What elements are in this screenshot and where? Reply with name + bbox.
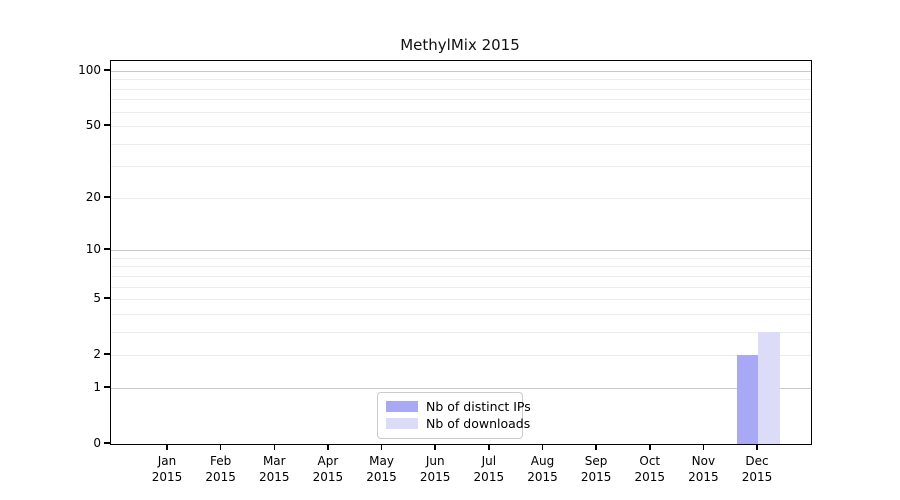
minor-gridline xyxy=(111,111,811,113)
minor-gridline xyxy=(111,313,811,315)
x-axis-tick-label: Jul 2015 xyxy=(473,454,505,484)
legend: Nb of distinct IPs Nb of downloads xyxy=(377,392,531,439)
major-gridline xyxy=(111,250,811,252)
x-axis-tick xyxy=(756,444,758,450)
minor-gridline xyxy=(111,286,811,288)
y-axis-tick-label: 20 xyxy=(85,189,101,204)
legend-label: Nb of distinct IPs xyxy=(426,399,531,414)
y-axis-tick xyxy=(104,353,110,355)
y-axis-tick xyxy=(104,297,110,299)
x-axis-tick xyxy=(702,444,705,450)
minor-gridline xyxy=(111,166,811,168)
major-gridline xyxy=(111,70,811,72)
x-axis-tick-label: May 2015 xyxy=(366,454,397,484)
legend-swatch-distinct-ips xyxy=(386,401,418,412)
legend-item-downloads: Nb of downloads xyxy=(386,415,530,432)
x-axis-tick-label: Jun 2015 xyxy=(419,454,451,484)
minor-gridline xyxy=(111,88,811,90)
x-axis-tick-label: Oct 2015 xyxy=(634,454,666,484)
minor-gridline xyxy=(111,299,811,301)
y-axis-tick xyxy=(104,124,110,126)
minor-gridline xyxy=(111,143,811,145)
y-axis-tick xyxy=(104,442,110,444)
x-axis-tick-label: Sep 2015 xyxy=(580,454,612,484)
minor-gridline xyxy=(111,79,811,81)
x-axis-tick xyxy=(219,444,222,450)
minor-gridline xyxy=(111,197,811,199)
x-axis-tick xyxy=(166,444,168,450)
y-axis-tick-label: 2 xyxy=(93,347,101,362)
minor-gridline xyxy=(111,126,811,128)
x-axis-tick xyxy=(380,444,383,450)
minor-gridline xyxy=(111,331,811,333)
y-axis-tick xyxy=(104,69,110,71)
x-axis-tick xyxy=(273,444,276,450)
y-axis-tick-label: 100 xyxy=(78,62,101,77)
plot-area xyxy=(110,60,812,445)
x-axis-tick xyxy=(434,444,436,450)
y-axis-tick-label: 10 xyxy=(85,242,101,257)
x-axis-tick-label: Dec 2015 xyxy=(741,454,773,484)
minor-gridline xyxy=(111,355,811,357)
legend-label: Nb of downloads xyxy=(426,416,531,431)
x-axis-tick-label: Aug 2015 xyxy=(527,454,558,484)
x-axis-tick-label: Mar 2015 xyxy=(258,454,290,484)
y-axis-tick-label: 50 xyxy=(85,118,101,133)
x-axis-tick-label: Jan 2015 xyxy=(151,454,183,484)
y-axis-tick xyxy=(104,386,110,388)
y-axis-tick-label: 5 xyxy=(93,291,101,306)
x-axis-tick-label: Nov 2015 xyxy=(688,454,719,484)
y-axis-tick xyxy=(104,248,110,250)
chart-title: MethylMix 2015 xyxy=(400,36,520,54)
x-axis-tick xyxy=(541,444,544,450)
y-axis-tick xyxy=(104,196,110,198)
y-axis-tick-label: 1 xyxy=(93,379,101,394)
x-axis-tick xyxy=(327,444,329,450)
legend-swatch-downloads xyxy=(386,418,418,429)
minor-gridline xyxy=(111,275,811,277)
x-axis-tick xyxy=(649,444,651,450)
bar-downloads xyxy=(758,331,780,444)
legend-item-distinct-ips: Nb of distinct IPs xyxy=(386,398,531,415)
x-axis-tick xyxy=(488,444,490,450)
minor-gridline xyxy=(111,266,811,268)
minor-gridline xyxy=(111,257,811,259)
x-axis-tick xyxy=(595,444,597,450)
y-axis-tick-label: 0 xyxy=(93,436,101,450)
x-axis-tick-label: Apr 2015 xyxy=(312,454,344,484)
minor-gridline xyxy=(111,99,811,101)
bar-distinct-ips xyxy=(736,355,759,444)
major-gridline xyxy=(111,387,811,389)
x-axis-tick-label: Feb 2015 xyxy=(205,454,236,484)
